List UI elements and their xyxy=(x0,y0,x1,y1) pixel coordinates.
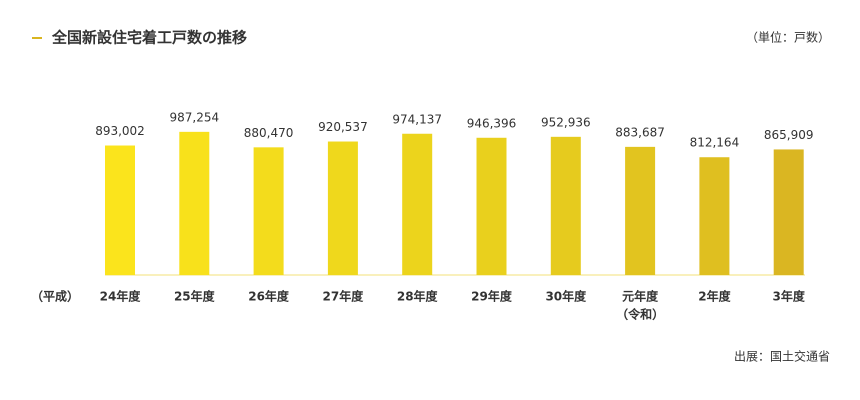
source: 出展：国土交通省 xyxy=(734,349,830,364)
bar xyxy=(476,137,507,275)
bar xyxy=(105,145,135,275)
value-label: 952,936 xyxy=(541,115,591,129)
era-label: （平成） xyxy=(31,289,79,304)
x-tick-label: 28年度 xyxy=(397,289,439,304)
value-label: 893,002 xyxy=(95,124,145,138)
x-tick-label: 30年度 xyxy=(545,289,587,304)
bar xyxy=(253,147,284,275)
x-tick-label: 3年度 xyxy=(773,289,806,304)
x-tick-label: 27年度 xyxy=(323,289,365,304)
x-tick-label: 25年度 xyxy=(174,289,216,304)
bar xyxy=(327,141,358,275)
value-label: 974,137 xyxy=(392,112,442,126)
value-label: 812,164 xyxy=(690,136,740,150)
chart-title: 全国新設住宅着工戸数の推移 xyxy=(51,29,247,47)
x-tick-label: 元年度 xyxy=(622,289,659,304)
unit-note: （単位：戸数） xyxy=(746,30,830,45)
bar xyxy=(625,146,656,275)
x-tick-label: 29年度 xyxy=(471,289,513,304)
x-tick-label: 24年度 xyxy=(100,289,142,304)
bar xyxy=(773,149,804,275)
value-label: 946,396 xyxy=(467,116,517,130)
value-label: 865,909 xyxy=(764,128,814,142)
value-label: 883,687 xyxy=(615,125,665,139)
value-label: 880,470 xyxy=(244,126,294,140)
bar xyxy=(550,136,581,275)
x-tick-label: 26年度 xyxy=(248,289,290,304)
bar xyxy=(699,157,730,275)
era-label: （令和） xyxy=(616,307,664,322)
x-tick-label: 2年度 xyxy=(698,289,731,304)
value-label: 920,537 xyxy=(318,120,368,134)
bar xyxy=(402,133,433,275)
bar xyxy=(179,131,210,275)
value-label: 987,254 xyxy=(169,110,219,124)
